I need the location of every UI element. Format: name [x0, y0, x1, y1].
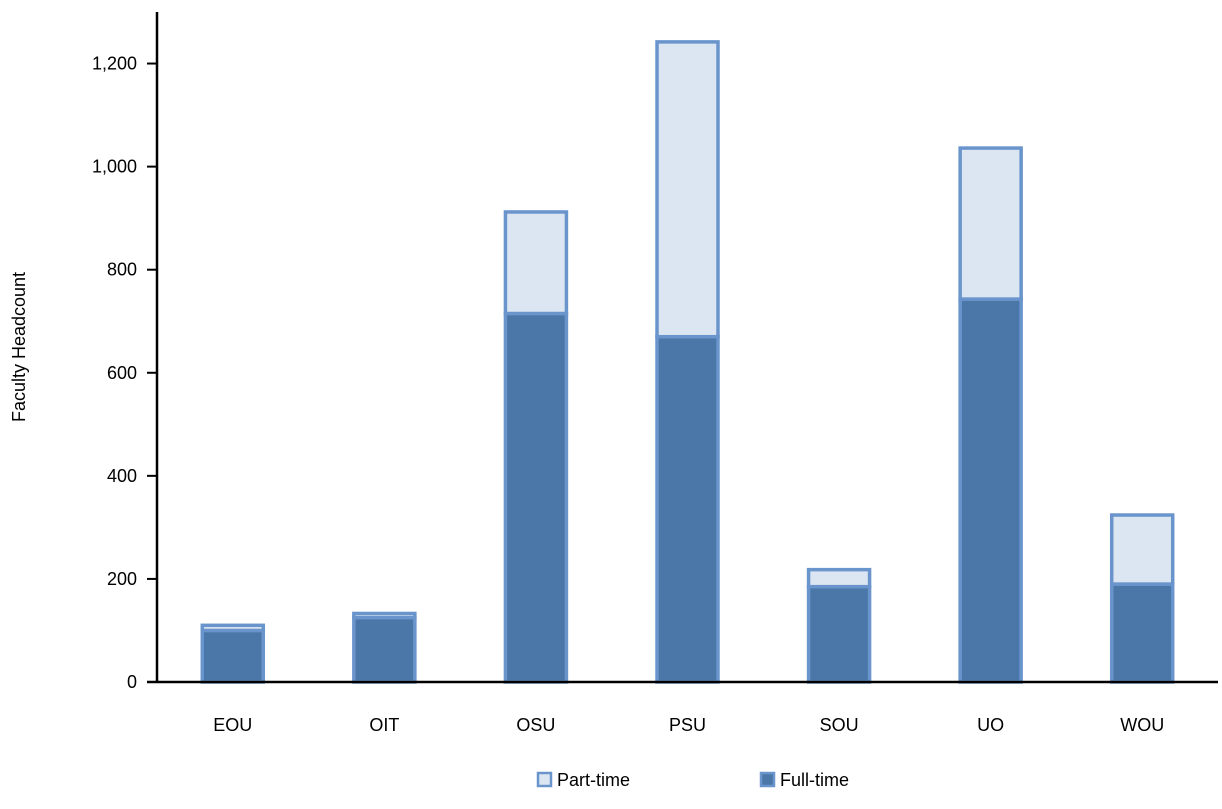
x-tick-label: UO	[977, 715, 1004, 735]
legend-swatch-full-time	[759, 771, 776, 788]
bar-part-time-psu	[655, 40, 720, 339]
legend: Part-time Full-time	[536, 770, 849, 790]
y-tick-label: 1,200	[92, 54, 137, 74]
x-tick-label: WOU	[1120, 715, 1164, 735]
bar-full-time-osu	[503, 311, 569, 684]
bar-full-time-sou	[806, 584, 872, 684]
x-tick-labels: EOU OIT OSU PSU SOU UO WOU	[213, 715, 1164, 735]
bar-full-time-eou	[200, 628, 266, 684]
legend-swatch-part-time	[536, 771, 553, 788]
y-tick-label: 800	[107, 260, 137, 280]
legend-label-full-time: Full-time	[780, 770, 849, 790]
bar-part-time-uo	[958, 146, 1023, 301]
y-tick-label: 0	[127, 672, 137, 692]
bar-part-time-wou	[1109, 513, 1175, 586]
y-ticks: 0 200 400 600 800 1,000 1,200	[92, 54, 157, 692]
bars-layer	[200, 40, 1175, 684]
bar-part-time-osu	[503, 210, 569, 316]
x-tick-label: PSU	[669, 715, 706, 735]
y-tick-label: 400	[107, 466, 137, 486]
y-axis-title: Faculty Headcount	[9, 272, 29, 422]
bar-full-time-psu	[655, 334, 720, 684]
x-tick-label: SOU	[820, 715, 859, 735]
bar-part-time-sou	[806, 567, 872, 589]
bar-full-time-uo	[958, 297, 1023, 684]
y-tick-label: 200	[107, 569, 137, 589]
y-tick-label: 600	[107, 363, 137, 383]
bar-part-time-eou	[200, 623, 266, 633]
legend-label-part-time: Part-time	[557, 770, 630, 790]
axes-layer	[147, 12, 1218, 684]
y-tick-label: 1,000	[92, 157, 137, 177]
bar-full-time-wou	[1109, 582, 1175, 684]
bar-full-time-oit	[352, 615, 417, 684]
x-tick-label: OSU	[516, 715, 555, 735]
bar-part-time-oit	[352, 611, 417, 620]
x-tick-label: EOU	[213, 715, 252, 735]
x-tick-label: OIT	[369, 715, 399, 735]
